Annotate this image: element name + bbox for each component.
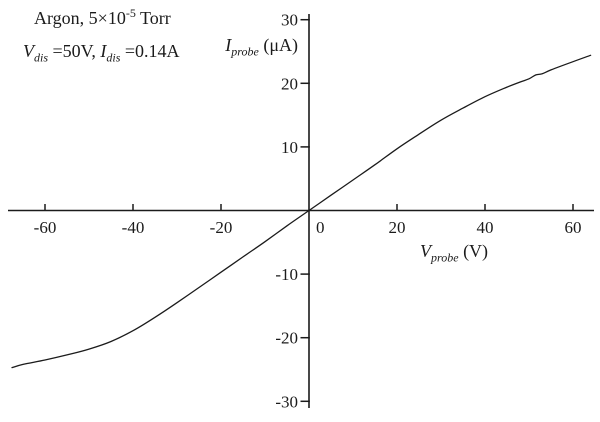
condition-gas-pressure: Argon, 5×10-5 Torr (34, 6, 171, 29)
y-tick-label: 30 (281, 11, 298, 30)
idis-symbol: I (100, 41, 107, 61)
x-zero-label: 0 (316, 218, 325, 237)
vdis-subscript: dis (34, 50, 49, 65)
y-tick-label: -20 (275, 329, 298, 348)
idis-value: =0.14A (120, 41, 180, 61)
vdis-value: =50V, (48, 41, 101, 61)
x-tick-label: 60 (565, 218, 582, 237)
pressure-exponent: -5 (125, 6, 136, 20)
y-tick-label: -10 (275, 265, 298, 284)
y-tick-label: 20 (281, 74, 298, 93)
x-tick-label: -60 (34, 218, 57, 237)
condition-discharge-params: Vdis =50V, Idis =0.14A (23, 41, 180, 65)
y-axis-subscript: probe (231, 44, 259, 59)
y-axis-unit: (μA) (258, 35, 298, 55)
x-tick-label: 40 (477, 218, 494, 237)
iv-curve (11, 54, 592, 369)
x-axis-symbol: V (420, 241, 431, 261)
vdis-symbol: V (23, 41, 34, 61)
y-tick-label: -30 (275, 392, 298, 411)
y-tick-label: 10 (281, 138, 298, 157)
pressure-unit: Torr (135, 8, 171, 28)
y-axis-title: Iprobe (μA) (225, 35, 298, 59)
pressure-text: Argon, 5×10 (34, 8, 126, 28)
x-axis-subscript: probe (431, 250, 459, 265)
y-axis-symbol: I (225, 35, 232, 55)
idis-subscript: dis (106, 50, 121, 65)
x-tick-label: -40 (122, 218, 145, 237)
x-axis-unit: (V) (458, 241, 489, 261)
x-axis-title: Vprobe (V) (420, 241, 489, 265)
x-tick-label: 20 (389, 218, 406, 237)
x-tick-label: -20 (210, 218, 233, 237)
